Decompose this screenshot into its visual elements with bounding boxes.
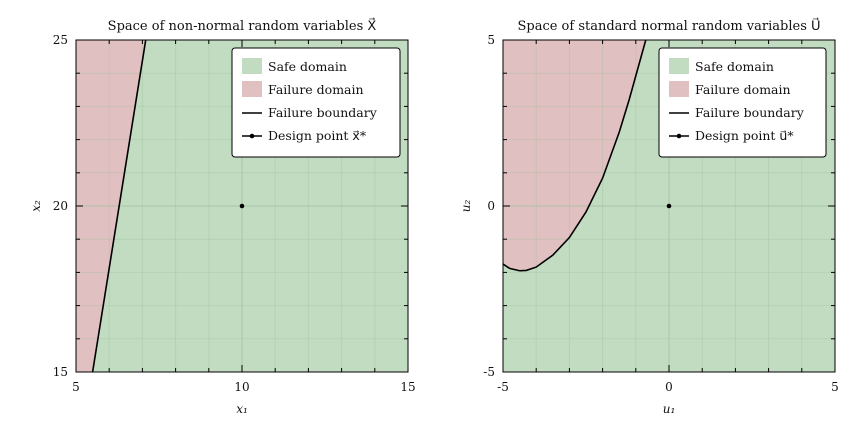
legend-boundary-label: Failure boundary bbox=[268, 105, 378, 120]
legend-failure-label: Failure domain bbox=[268, 82, 364, 97]
legend-failure-label: Failure domain bbox=[695, 82, 791, 97]
legend-safe-swatch bbox=[669, 58, 689, 74]
chart-1-y-tick-label: 25 bbox=[53, 33, 68, 47]
legend-box bbox=[231, 47, 401, 158]
legend-failure-swatch bbox=[669, 81, 689, 97]
chart-1-x-tick-label: 5 bbox=[72, 380, 80, 394]
chart-2-y-axis-label: u₂ bbox=[459, 200, 473, 213]
chart-1-y-tick-label: 20 bbox=[53, 199, 68, 213]
chart-1-y-tick-label: 15 bbox=[53, 365, 68, 379]
chart-1-x-axis-label: x₁ bbox=[236, 402, 248, 416]
chart-1-legend: Safe domain Failure domain Failure bound… bbox=[231, 47, 401, 158]
chart-2-ticks bbox=[502, 39, 836, 373]
legend-failure-swatch bbox=[242, 81, 262, 97]
chart-1-title: Space of non-normal random variables X⃗ bbox=[108, 18, 377, 34]
chart-2-y-tick-label: 0 bbox=[487, 199, 495, 213]
chart-2-y-tick-label: 5 bbox=[487, 33, 495, 47]
legend-safe-label: Safe domain bbox=[695, 59, 774, 74]
chart-1-x-tick-label: 10 bbox=[234, 380, 249, 394]
design-point-marker bbox=[666, 203, 672, 209]
chart-standard-normal-space: Space of standard normal random variable… bbox=[459, 18, 839, 416]
legend-safe-label: Safe domain bbox=[268, 59, 347, 74]
legend-design-point-label: Design point x⃗* bbox=[268, 128, 367, 143]
chart-2-x-tick-label: 0 bbox=[665, 380, 673, 394]
chart-2-x-tick-label: 5 bbox=[831, 380, 839, 394]
legend-safe-swatch bbox=[242, 58, 262, 74]
chart-non-normal-space: Space of non-normal random variables X⃗ … bbox=[29, 18, 416, 416]
chart-1-x-tick-label: 15 bbox=[400, 380, 415, 394]
chart-1-y-axis-label: x₂ bbox=[29, 200, 43, 212]
legend-design-point-marker bbox=[676, 133, 682, 139]
chart-2-x-tick-label: -5 bbox=[497, 380, 509, 394]
legend-design-point-label: Design point u⃗* bbox=[695, 128, 794, 143]
chart-2-title: Space of standard normal random variable… bbox=[517, 18, 820, 34]
chart-2-y-tick-label: -5 bbox=[483, 365, 495, 379]
failure-boundary-line bbox=[503, 40, 647, 272]
legend-design-point-marker bbox=[249, 133, 255, 139]
design-point-marker bbox=[239, 203, 245, 209]
chart-2-legend: Safe domain Failure domain Failure bound… bbox=[658, 47, 827, 158]
chart-1-ticks bbox=[75, 39, 409, 373]
legend-boundary-label: Failure boundary bbox=[695, 105, 805, 120]
legend-box bbox=[658, 47, 827, 158]
failure-boundary-line bbox=[91, 40, 147, 372]
chart-2-x-axis-label: u₁ bbox=[663, 402, 676, 416]
failure-domain-region bbox=[503, 40, 646, 271]
